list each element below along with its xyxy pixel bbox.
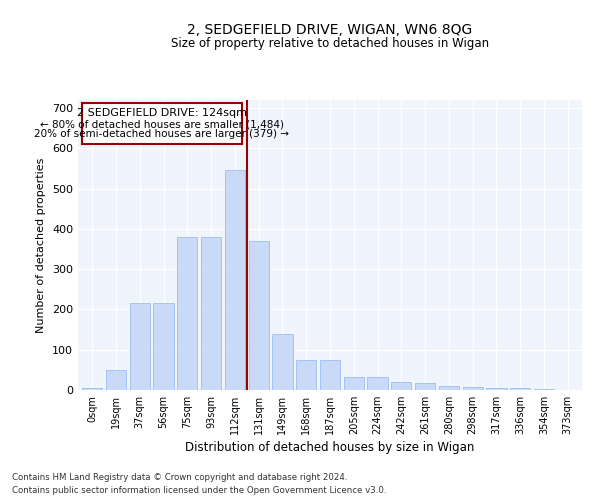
Bar <box>534 389 554 390</box>
Bar <box>439 386 459 390</box>
Bar <box>201 237 221 390</box>
Bar <box>320 360 340 390</box>
Text: 20% of semi-detached houses are larger (379) →: 20% of semi-detached houses are larger (… <box>34 130 289 140</box>
Bar <box>344 376 364 390</box>
Bar <box>225 170 245 390</box>
X-axis label: Distribution of detached houses by size in Wigan: Distribution of detached houses by size … <box>185 441 475 454</box>
Bar <box>130 304 150 390</box>
Bar <box>415 383 435 390</box>
Bar <box>510 388 530 390</box>
Text: 2, SEDGEFIELD DRIVE, WIGAN, WN6 8QG: 2, SEDGEFIELD DRIVE, WIGAN, WN6 8QG <box>187 22 473 36</box>
Y-axis label: Number of detached properties: Number of detached properties <box>37 158 46 332</box>
Text: ← 80% of detached houses are smaller (1,484): ← 80% of detached houses are smaller (1,… <box>40 120 284 130</box>
Bar <box>487 388 506 390</box>
Bar <box>367 376 388 390</box>
FancyBboxPatch shape <box>82 103 242 144</box>
Bar <box>296 360 316 390</box>
Bar <box>463 387 483 390</box>
Text: Contains public sector information licensed under the Open Government Licence v3: Contains public sector information licen… <box>12 486 386 495</box>
Bar <box>248 241 269 390</box>
Bar <box>177 237 197 390</box>
Bar <box>154 304 173 390</box>
Text: Size of property relative to detached houses in Wigan: Size of property relative to detached ho… <box>171 38 489 51</box>
Bar <box>391 382 412 390</box>
Text: Contains HM Land Registry data © Crown copyright and database right 2024.: Contains HM Land Registry data © Crown c… <box>12 474 347 482</box>
Text: 2 SEDGEFIELD DRIVE: 124sqm: 2 SEDGEFIELD DRIVE: 124sqm <box>77 108 247 118</box>
Bar <box>106 370 126 390</box>
Bar <box>272 334 293 390</box>
Bar <box>82 388 103 390</box>
